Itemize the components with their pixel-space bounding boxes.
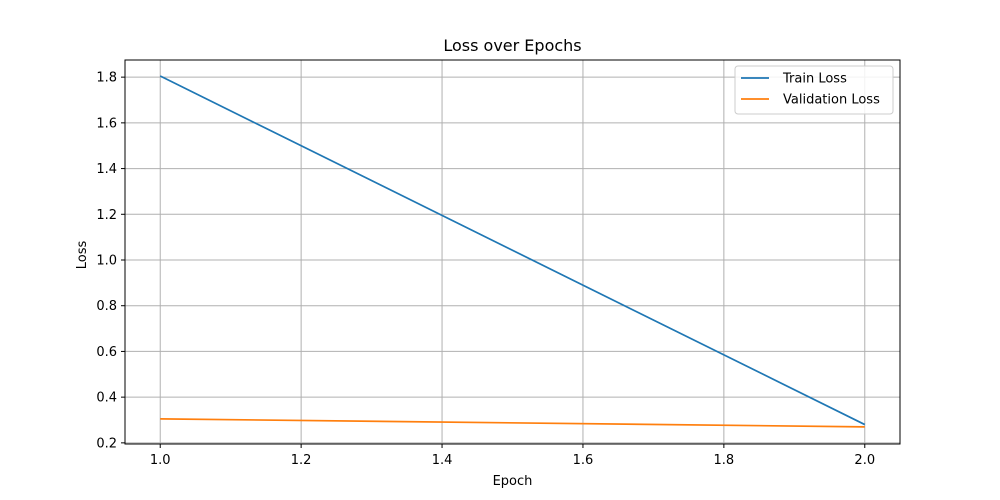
x-tick-label: 2.0 xyxy=(854,453,875,468)
x-tick-label: 1.8 xyxy=(714,453,735,468)
legend-box xyxy=(734,65,894,115)
plot-frame xyxy=(124,59,901,445)
series-line-train-loss xyxy=(159,75,866,426)
grid xyxy=(125,60,900,444)
series-lines xyxy=(159,75,866,428)
y-tick-label: 0.4 xyxy=(96,391,117,406)
x-tick-label: 1.6 xyxy=(573,453,594,468)
series-line-validation-loss xyxy=(160,418,865,428)
legend-label: Validation Loss xyxy=(783,93,880,108)
y-tick-label: 1.4 xyxy=(96,162,117,177)
y-tick-label: 1.0 xyxy=(96,254,117,269)
legend: Train Loss Validation Loss xyxy=(734,65,894,115)
y-tick-label: 1.8 xyxy=(96,71,117,86)
axis-ticks: 1.0 1.2 1.4 1.6 1.8 2.0 0.2 0.4 0.6 0.8 1.0 1.2 1.4 1… xyxy=(96,71,875,468)
y-tick-label: 0.2 xyxy=(96,436,117,451)
x-tick-label: 1.2 xyxy=(291,453,312,468)
y-tick-label: 1.6 xyxy=(96,116,117,131)
chart-title: Loss over Epochs xyxy=(443,36,581,55)
x-axis-label: Epoch xyxy=(493,474,533,489)
y-tick-label: 0.8 xyxy=(96,299,117,314)
legend-label: Train Loss xyxy=(782,72,847,87)
x-tick-label: 1.0 xyxy=(150,453,171,468)
y-tick-label: 1.2 xyxy=(96,208,117,223)
y-tick-label: 0.6 xyxy=(96,345,117,360)
x-tick-label: 1.4 xyxy=(432,453,453,468)
y-axis-label: Loss xyxy=(75,241,90,270)
